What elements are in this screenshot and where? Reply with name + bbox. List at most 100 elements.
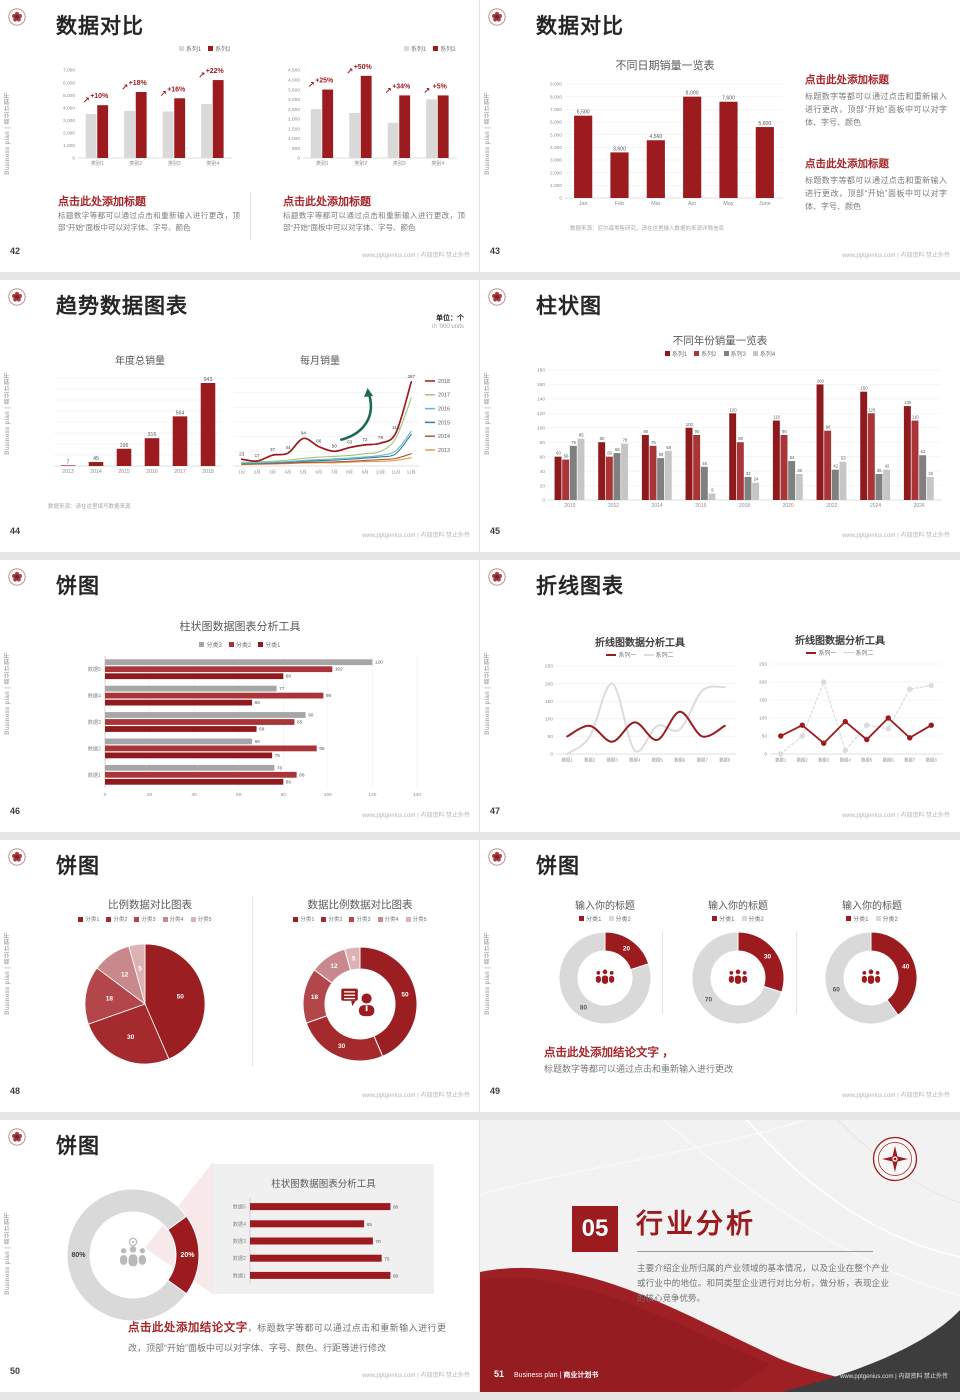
legend-item: 分类2 xyxy=(608,914,631,923)
slide-48: 饼图 Business plan | 商业计划书 比例数据对比图表 分类1 分类2… xyxy=(0,840,480,1112)
block-body: 标题数字等都可以通过点击和重新输入进行更改，顶部“开始”面板中可以对字体、字号、… xyxy=(58,211,240,232)
svg-text:54: 54 xyxy=(790,455,795,460)
svg-text:数据5: 数据5 xyxy=(861,757,873,764)
svg-text:4,560: 4,560 xyxy=(649,134,662,140)
svg-text:7,000: 7,000 xyxy=(550,107,562,113)
svg-text:90: 90 xyxy=(782,429,787,434)
svg-text:66: 66 xyxy=(255,700,261,706)
legend-item: 分类5 xyxy=(405,915,427,923)
svg-text:数据3: 数据3 xyxy=(88,718,101,726)
svg-text:5,600: 5,600 xyxy=(758,121,771,127)
slide-45: 柱状图 Business plan | 商业计划书 不同年份销量一览表 系列1 系… xyxy=(480,280,960,552)
panel-horizontal-bar-chart: 数据1 80 数据2 75 数据3 70 数据4 65 数据5 80 xyxy=(233,1198,399,1284)
svg-text:80: 80 xyxy=(286,779,292,785)
sidebar-vertical-text: Business plan | 商业计划书 xyxy=(485,932,491,1015)
slide-number: 42 xyxy=(10,246,21,256)
legend-swatch-icon xyxy=(228,642,234,647)
slide-44: 趋势数据图表 Business plan | 商业计划书 单位：个 in '00… xyxy=(0,280,480,552)
svg-text:80: 80 xyxy=(393,1274,399,1280)
svg-text:3,000: 3,000 xyxy=(550,158,562,164)
chart-legend: 系列一 系列二 xyxy=(750,648,930,657)
svg-text:80: 80 xyxy=(738,436,743,441)
svg-text:40: 40 xyxy=(902,964,910,971)
legend-item: 分类1 xyxy=(78,915,99,923)
svg-text:76: 76 xyxy=(277,765,283,771)
svg-text:0: 0 xyxy=(72,156,75,162)
svg-text:196: 196 xyxy=(120,443,129,449)
school-logo-icon xyxy=(8,1128,26,1146)
slide-47: 折线图表 Business plan | 商业计划书 折线图数据分析工具 系列一… xyxy=(480,560,960,832)
block-heading: 点击此处添加标题 xyxy=(58,196,146,208)
svg-text:↗: ↗ xyxy=(160,88,167,98)
chart-legend: 系列1 系列2 xyxy=(285,44,459,53)
svg-text:32: 32 xyxy=(928,471,933,476)
svg-text:70: 70 xyxy=(375,1239,381,1245)
chart-title: 输入你的标题 xyxy=(575,901,635,912)
svg-text:数据5: 数据5 xyxy=(88,665,101,673)
svg-text:45: 45 xyxy=(93,456,99,462)
legend-swatch-icon xyxy=(712,916,718,921)
svg-text:60: 60 xyxy=(540,454,546,460)
svg-text:Jan: Jan xyxy=(579,201,588,207)
svg-text:110: 110 xyxy=(773,415,780,420)
svg-text:90: 90 xyxy=(308,713,314,719)
smooth-line-chart: 0 50 100 150 200 250 数据1 数据2 数据3 数据4 数据5 数据6 数据7 数据8 xyxy=(545,664,736,764)
svg-text:85: 85 xyxy=(297,720,303,726)
slide-number: 46 xyxy=(10,806,21,816)
block-body: 标题数字等都可以通过点击和重新输入进行更改，顶部“开始”面板中可以对字体、字号、… xyxy=(805,176,947,212)
school-logo-icon xyxy=(488,8,506,26)
svg-text:数据3: 数据3 xyxy=(818,757,830,764)
svg-text:18: 18 xyxy=(311,994,319,1001)
sidebar-vertical-text: Business plan | 商业计划书 xyxy=(485,652,491,735)
slide-number: 48 xyxy=(10,1086,21,1096)
slide-42: 数据对比 Business plan | 商业计划书 系列1 系列2 系列1 系列2… xyxy=(0,0,480,272)
svg-text:68: 68 xyxy=(259,727,265,733)
slide-number: 45 xyxy=(490,526,501,536)
svg-text:90: 90 xyxy=(695,429,700,434)
legend-swatch-icon xyxy=(208,46,214,51)
svg-text:50: 50 xyxy=(548,734,554,740)
svg-text:+25%: +25% xyxy=(315,78,334,85)
svg-text:2015: 2015 xyxy=(438,420,450,426)
svg-text:2010: 2010 xyxy=(564,503,575,509)
svg-text:↗: ↗ xyxy=(198,70,205,80)
svg-text:30: 30 xyxy=(338,1043,346,1050)
svg-text:140: 140 xyxy=(413,792,421,798)
svg-text:110: 110 xyxy=(912,415,919,420)
chart-legend: 分类1 分类2 xyxy=(535,914,675,923)
percentage-donut-chart: 20% 80% xyxy=(66,1188,200,1322)
divider xyxy=(796,932,797,1014)
svg-text:75: 75 xyxy=(384,1256,390,1262)
svg-text:60: 60 xyxy=(556,451,561,456)
svg-text:2018: 2018 xyxy=(438,379,450,385)
block-heading: 点击此处添加标题 xyxy=(805,74,889,86)
svg-text:17: 17 xyxy=(255,453,261,458)
svg-text:68: 68 xyxy=(666,445,671,450)
svg-text:2016: 2016 xyxy=(438,407,450,413)
svg-text:37: 37 xyxy=(270,447,276,452)
svg-text:150: 150 xyxy=(545,699,553,705)
svg-text:78: 78 xyxy=(378,435,384,440)
svg-text:2013: 2013 xyxy=(62,469,74,475)
svg-text:250: 250 xyxy=(545,664,553,670)
svg-text:类别3: 类别3 xyxy=(168,160,181,167)
slide-title: 数据对比 xyxy=(56,15,144,38)
slide-title: 饼图 xyxy=(56,1135,100,1158)
svg-text:0: 0 xyxy=(104,792,107,798)
svg-text:10月: 10月 xyxy=(376,470,385,476)
legend-swatch-icon xyxy=(106,916,112,922)
svg-text:4,000: 4,000 xyxy=(550,145,562,151)
svg-text:数据1: 数据1 xyxy=(233,1271,246,1279)
svg-text:4,500: 4,500 xyxy=(288,68,300,74)
people-group-icon xyxy=(119,1245,147,1268)
legend-item: 分类1 xyxy=(293,915,314,923)
slide-footer-left: 51 Business plan | 商业计划书 xyxy=(494,1369,598,1380)
svg-text:2014: 2014 xyxy=(438,434,450,440)
chart-title: 不同日期销量一览表 xyxy=(615,60,715,72)
slide-footer: www.pptgenius.com | 内部资料 禁止外传 xyxy=(362,253,470,259)
divider xyxy=(637,1251,873,1252)
svg-text:类别1: 类别1 xyxy=(91,160,104,167)
svg-text:数据7: 数据7 xyxy=(697,757,709,764)
svg-text:3,500: 3,500 xyxy=(288,87,300,93)
svg-text:5: 5 xyxy=(138,965,142,972)
